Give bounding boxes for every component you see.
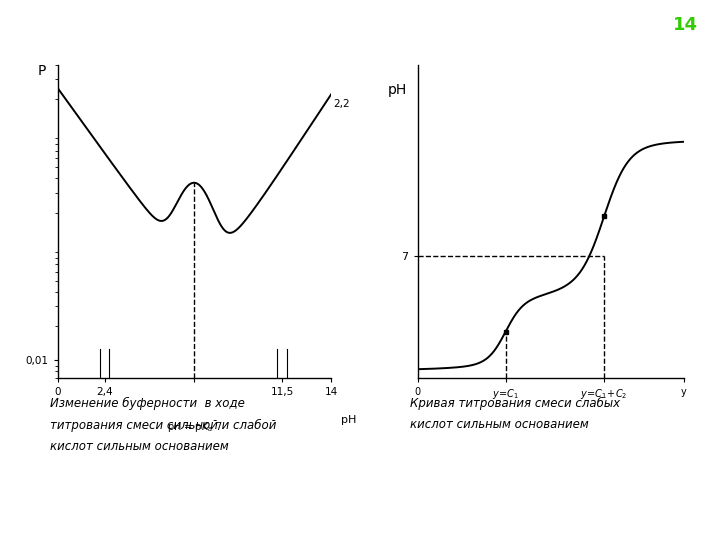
Text: pH: pH xyxy=(388,83,408,97)
Text: Кривая титрования смеси слабых: Кривая титрования смеси слабых xyxy=(410,397,621,410)
Text: 2,2: 2,2 xyxy=(333,99,350,109)
Text: кислот сильным основанием: кислот сильным основанием xyxy=(50,440,229,453)
Text: 14: 14 xyxy=(673,16,698,34)
Text: Изменение буферности  в ходе: Изменение буферности в ходе xyxy=(50,397,246,410)
Text: P: P xyxy=(37,64,46,78)
Text: титрования смеси сильной и слабой: титрования смеси сильной и слабой xyxy=(50,418,276,431)
Text: кислот сильным основанием: кислот сильным основанием xyxy=(410,418,589,431)
Text: pH: pH xyxy=(341,415,356,425)
Text: pH = p$K_a$ 7: pH = p$K_a$ 7 xyxy=(167,420,222,434)
